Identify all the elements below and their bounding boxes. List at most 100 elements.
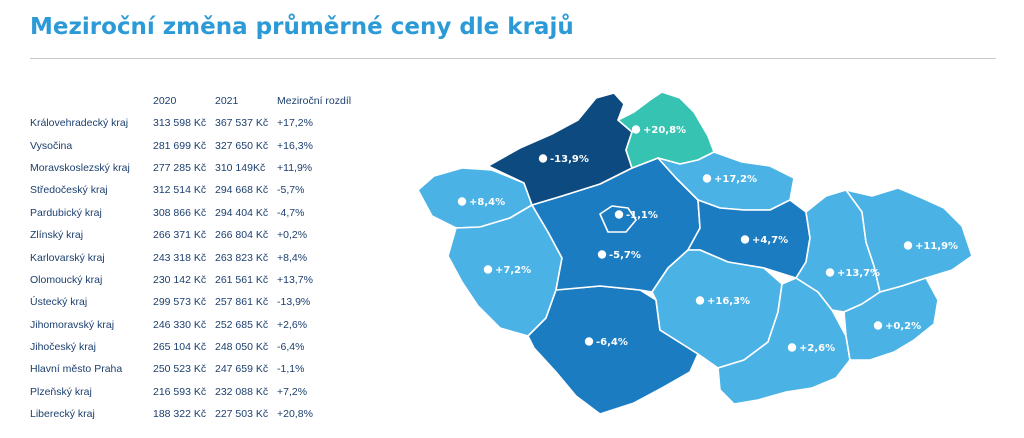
table-row: Karlovarský kraj 243 318 Kč 263 823 Kč +8,4… bbox=[30, 246, 355, 268]
region-praha bbox=[599, 205, 637, 233]
map-value-plzensky: +7,2% bbox=[495, 265, 531, 276]
cell-2020: 243 318 Kč bbox=[153, 251, 207, 264]
map-value-stredocesky: -5,7% bbox=[609, 250, 641, 261]
cell-region: Moravskoslezský kraj bbox=[30, 161, 130, 174]
pin-icon bbox=[740, 235, 750, 244]
cell-region: Hlavní město Praha bbox=[30, 363, 123, 376]
cell-2021: 252 685 Kč bbox=[215, 318, 269, 331]
cell-2021: 310 149Kč bbox=[215, 161, 266, 174]
cell-2021: 263 823 Kč bbox=[215, 251, 269, 264]
cell-region: Středočeský kraj bbox=[30, 184, 108, 197]
pin-icon bbox=[538, 154, 548, 163]
cell-change: -6,4% bbox=[277, 341, 305, 354]
cell-2021: 232 088 Kč bbox=[215, 385, 269, 398]
cell-2020: 313 598 Kč bbox=[153, 117, 207, 130]
map-value-ustecky: -13,9% bbox=[550, 154, 589, 165]
cell-change: +11,9% bbox=[277, 161, 313, 174]
pin-icon bbox=[614, 210, 624, 219]
cell-change: +0,2% bbox=[277, 229, 308, 242]
map-label-olomoucky: +13,7% bbox=[825, 268, 880, 279]
cell-2021: 294 404 Kč bbox=[215, 206, 269, 219]
cell-2021: 327 650 Kč bbox=[215, 139, 269, 152]
cell-change: -13,9% bbox=[277, 296, 311, 309]
cell-2021: 294 668 Kč bbox=[215, 184, 269, 197]
cell-region: Jihomoravský kraj bbox=[30, 318, 115, 331]
map-label-praha: -1,1% bbox=[614, 210, 658, 221]
map-label-pardubicky: +4,7% bbox=[740, 235, 788, 246]
cell-region: Karlovarský kraj bbox=[30, 251, 105, 264]
price-table: 2020 2021 Meziroční rozdíl Královehradec… bbox=[30, 90, 355, 425]
cell-2020: 281 699 Kč bbox=[153, 139, 207, 152]
map-label-jihocesky: -6,4% bbox=[584, 337, 628, 348]
map-label-ustecky: -13,9% bbox=[538, 154, 589, 165]
map-value-karlovarsky: +8,4% bbox=[469, 197, 505, 208]
cell-change: +20,8% bbox=[277, 408, 313, 421]
map-value-zlinsky: +0,2% bbox=[885, 321, 921, 332]
cell-2020: 250 523 Kč bbox=[153, 363, 207, 376]
table-row: Jihomoravský kraj 246 330 Kč 252 685 Kč +2,… bbox=[30, 314, 355, 336]
table-row: Olomoucký kraj 230 142 Kč 261 561 Kč +13,7% bbox=[30, 269, 355, 291]
cell-2020: 230 142 Kč bbox=[153, 273, 207, 286]
map-value-pardubicky: +4,7% bbox=[752, 235, 788, 246]
region-zlinsky bbox=[843, 277, 939, 361]
cell-2021: 257 861 Kč bbox=[215, 296, 269, 309]
pin-icon bbox=[787, 343, 797, 352]
cell-2021: 367 537 Kč bbox=[215, 117, 269, 130]
pin-icon bbox=[631, 125, 641, 134]
cell-change: +16,3% bbox=[277, 139, 313, 152]
cell-change: +8,4% bbox=[277, 251, 308, 264]
pin-icon bbox=[702, 174, 712, 183]
cell-2021: 248 050 Kč bbox=[215, 341, 269, 354]
map-label-zlinsky: +0,2% bbox=[873, 321, 921, 332]
map-value-praha: -1,1% bbox=[626, 210, 658, 221]
map-value-vysocina: +16,3% bbox=[707, 296, 750, 307]
cell-2021: 227 503 Kč bbox=[215, 408, 269, 421]
page-title: Meziroční změna průměrné ceny dle krajů bbox=[30, 14, 574, 40]
cell-change: +7,2% bbox=[277, 385, 308, 398]
table-row: Vysočina 281 699 Kč 327 650 Kč +16,3% bbox=[30, 134, 355, 156]
cell-change: +17,2% bbox=[277, 117, 313, 130]
table-row: Jihočeský kraj 265 104 Kč 248 050 Kč -6,4% bbox=[30, 336, 355, 358]
title-divider bbox=[30, 58, 996, 59]
header-2021: 2021 bbox=[215, 95, 239, 107]
map-value-moravskoslezsky: +11,9% bbox=[915, 241, 958, 252]
map-label-karlovarsky: +8,4% bbox=[457, 197, 505, 208]
cell-region: Pardubický kraj bbox=[30, 206, 102, 219]
pin-icon bbox=[597, 250, 607, 259]
table-row: Hlavní město Praha 250 523 Kč 247 659 Kč -1… bbox=[30, 358, 355, 380]
cell-region: Zlínský kraj bbox=[30, 229, 84, 242]
pin-icon bbox=[903, 241, 913, 250]
table-row: Zlínský kraj 266 371 Kč 266 804 Kč +0,2% bbox=[30, 224, 355, 246]
cell-region: Ústecký kraj bbox=[30, 296, 88, 309]
cell-2020: 299 573 Kč bbox=[153, 296, 207, 309]
cell-2020: 312 514 Kč bbox=[153, 184, 207, 197]
cell-2021: 247 659 Kč bbox=[215, 363, 269, 376]
czech-regions-map: +8,4% +7,2% -6,4% -5,7% -1,1% -13,9% +20,8% +17… bbox=[417, 91, 973, 415]
pin-icon bbox=[695, 296, 705, 305]
map-label-kralovehradecky: +17,2% bbox=[702, 174, 757, 185]
cell-2020: 265 104 Kč bbox=[153, 341, 207, 354]
map-value-liberecky: +20,8% bbox=[643, 125, 686, 136]
map-value-olomoucky: +13,7% bbox=[837, 268, 880, 279]
pin-icon bbox=[825, 268, 835, 277]
cell-2020: 188 322 Kč bbox=[153, 408, 207, 421]
cell-region: Vysočina bbox=[30, 139, 73, 152]
table-row: Pardubický kraj 308 866 Kč 294 404 Kč -4,7% bbox=[30, 202, 355, 224]
header-region bbox=[30, 90, 153, 112]
cell-2021: 261 561 Kč bbox=[215, 273, 269, 286]
cell-2020: 216 593 Kč bbox=[153, 385, 207, 398]
map-value-jihocesky: -6,4% bbox=[596, 337, 628, 348]
map-label-liberecky: +20,8% bbox=[631, 125, 686, 136]
cell-change: +13,7% bbox=[277, 273, 313, 286]
map-label-moravskoslezsky: +11,9% bbox=[903, 241, 958, 252]
table-row: Královehradecký kraj 313 598 Kč 367 537 Kč… bbox=[30, 112, 355, 134]
map-label-plzensky: +7,2% bbox=[483, 265, 531, 276]
table-row: Ústecký kraj 299 573 Kč 257 861 Kč -13,9% bbox=[30, 291, 355, 313]
map-value-jihomoravsky: +2,6% bbox=[799, 343, 835, 354]
table-header-row: 2020 2021 Meziroční rozdíl bbox=[30, 90, 355, 112]
cell-change: -4,7% bbox=[277, 206, 305, 219]
map-label-vysocina: +16,3% bbox=[695, 296, 750, 307]
table-row: Liberecký kraj 188 322 Kč 227 503 Kč +20,8% bbox=[30, 403, 355, 425]
cell-region: Královehradecký kraj bbox=[30, 117, 129, 130]
table-row: Moravskoslezský kraj 277 285 Kč 310 149Kč +… bbox=[30, 157, 355, 179]
